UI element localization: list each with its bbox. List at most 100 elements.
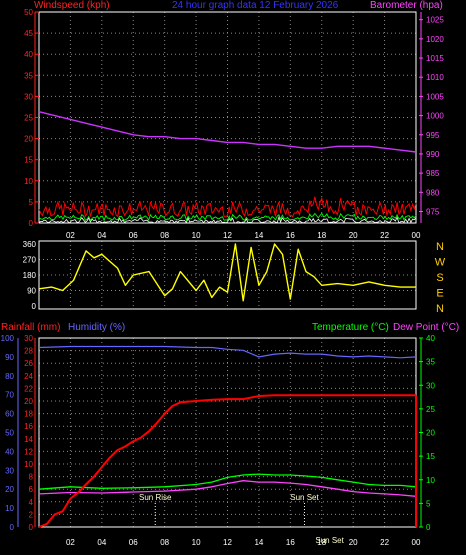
- rain-ytick-8: 8: [29, 473, 34, 482]
- hum-ytick-20: 20: [5, 485, 14, 494]
- rain-ytick-16: 16: [24, 422, 33, 431]
- baro-ytick-1005: 1005: [426, 92, 444, 101]
- hum-ytick-90: 90: [5, 353, 14, 362]
- rain-ytick-2: 2: [29, 510, 34, 519]
- rain-xtick-18: 18: [317, 538, 326, 547]
- hum-ytick-70: 70: [5, 391, 14, 400]
- rain-ytick-4: 4: [29, 498, 34, 507]
- hum-ytick-100: 100: [1, 334, 15, 343]
- annotation-1: Sun Set: [290, 493, 319, 502]
- rain-ytick-28: 28: [24, 347, 33, 356]
- graph-date-title: 24 hour graph data 12 February 2026: [172, 0, 339, 11]
- rain-ytick-18: 18: [24, 410, 33, 419]
- baro-ytick-995: 995: [426, 131, 440, 140]
- temperature-axis-label: Temperature (°C): [312, 322, 389, 333]
- compass-label-1: W: [435, 257, 446, 269]
- rain-xtick-08: 08: [160, 538, 169, 547]
- rain-xtick-14: 14: [254, 538, 263, 547]
- rain-ytick-10: 10: [24, 460, 33, 469]
- humidity-axis-label: Humidity (%): [68, 322, 125, 333]
- baro-ytick-1020: 1020: [426, 35, 444, 44]
- rain-xtick-00: 00: [412, 538, 421, 547]
- wind-ytick-10: 10: [24, 177, 33, 186]
- rain-ytick-26: 26: [24, 359, 33, 368]
- wind-ytick-0: 0: [29, 219, 34, 228]
- temp-ytick-0: 0: [426, 523, 431, 532]
- rain-xtick-12: 12: [223, 538, 232, 547]
- dir-ytick-0: 0: [32, 302, 37, 311]
- rainfall-axis-label: Rainfall (mm): [1, 322, 60, 333]
- baro-ytick-1025: 1025: [426, 16, 444, 25]
- rain-ytick-30: 30: [24, 334, 33, 343]
- rain-ytick-14: 14: [24, 435, 33, 444]
- wind-xtick-04: 04: [97, 231, 106, 240]
- compass-label-4: N: [436, 303, 444, 315]
- hum-ytick-0: 0: [10, 523, 15, 532]
- rain-ytick-0: 0: [29, 523, 34, 532]
- wind-average-line: [38, 212, 417, 222]
- temperature-line: [38, 473, 417, 490]
- dir-ytick-270: 270: [23, 256, 37, 265]
- wind-gust-line: [38, 215, 417, 224]
- wind-xtick-18: 18: [317, 231, 326, 240]
- temp-ytick-5: 5: [426, 499, 431, 508]
- rain-ytick-20: 20: [24, 397, 33, 406]
- dir-ytick-360: 360: [23, 240, 37, 249]
- hum-ytick-10: 10: [5, 504, 14, 513]
- hum-ytick-50: 50: [5, 429, 14, 438]
- wind-ytick-5: 5: [29, 198, 34, 207]
- baro-ytick-1015: 1015: [426, 54, 444, 63]
- rain-xtick-06: 06: [129, 538, 138, 547]
- wind-xtick-16: 16: [286, 231, 295, 240]
- hum-ytick-30: 30: [5, 466, 14, 475]
- rain-ytick-22: 22: [24, 384, 33, 393]
- wind-ytick-50: 50: [24, 8, 33, 17]
- rain-ytick-6: 6: [29, 485, 34, 494]
- temp-ytick-15: 15: [426, 452, 435, 461]
- wind-xtick-20: 20: [349, 231, 358, 240]
- hum-ytick-60: 60: [5, 410, 14, 419]
- baro-ytick-980: 980: [426, 188, 440, 197]
- baro-ytick-975: 975: [426, 207, 440, 216]
- wind-xtick-10: 10: [192, 231, 201, 240]
- rain-ytick-12: 12: [24, 447, 33, 456]
- rain-xtick-04: 04: [97, 538, 106, 547]
- temp-ytick-30: 30: [426, 381, 435, 390]
- temp-ytick-20: 20: [426, 429, 435, 438]
- wind-xtick-02: 02: [66, 231, 75, 240]
- rain-xtick-16: 16: [286, 538, 295, 547]
- baro-ytick-1010: 1010: [426, 73, 444, 82]
- rain-xtick-20: 20: [349, 538, 358, 547]
- dewpoint-line: [38, 480, 417, 497]
- baro-ytick-985: 985: [426, 169, 440, 178]
- annotation-0: Sun Rise: [139, 493, 172, 502]
- wind-xtick-12: 12: [223, 231, 232, 240]
- wind-ytick-25: 25: [24, 114, 33, 123]
- compass-label-0: N: [436, 241, 444, 253]
- wind-xtick-14: 14: [254, 231, 263, 240]
- wind-baro-panel: Windspeed (kph) 24 hour graph data 12 Fe…: [24, 0, 444, 240]
- barometer-axis-label: Barometer (hpa): [370, 0, 443, 11]
- baro-ytick-1000: 1000: [426, 112, 444, 121]
- rain-ytick-24: 24: [24, 372, 33, 381]
- rain-xtick-10: 10: [192, 538, 201, 547]
- wind-ytick-45: 45: [24, 29, 33, 38]
- dir-ytick-180: 180: [23, 271, 37, 280]
- wind-xtick-08: 08: [160, 231, 169, 240]
- wind-direction-plot-frame: [38, 240, 417, 310]
- dir-ytick-90: 90: [27, 287, 36, 296]
- temp-ytick-25: 25: [426, 405, 435, 414]
- wind-xtick-06: 06: [129, 231, 138, 240]
- windspeed-axis-label: Windspeed (kph): [34, 0, 110, 11]
- rain-humidity-temp-panel: Rainfall (mm) Humidity (%) Temperature (…: [1, 322, 460, 547]
- wind-ytick-30: 30: [24, 92, 33, 101]
- hum-ytick-80: 80: [5, 372, 14, 381]
- rain-xtick-22: 22: [380, 538, 389, 547]
- temp-ytick-10: 10: [426, 476, 435, 485]
- dewpoint-axis-label: Dew Point (°C): [393, 322, 459, 333]
- wind-xtick-00: 00: [412, 231, 421, 240]
- wind-ytick-40: 40: [24, 50, 33, 59]
- temp-ytick-40: 40: [426, 334, 435, 343]
